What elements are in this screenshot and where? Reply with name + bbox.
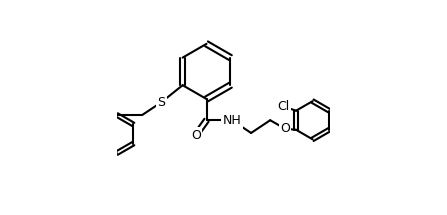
Text: NH: NH	[223, 114, 241, 127]
Text: S: S	[157, 96, 165, 109]
Text: O: O	[191, 129, 201, 142]
Text: Cl: Cl	[277, 100, 290, 113]
Text: O: O	[280, 122, 290, 135]
